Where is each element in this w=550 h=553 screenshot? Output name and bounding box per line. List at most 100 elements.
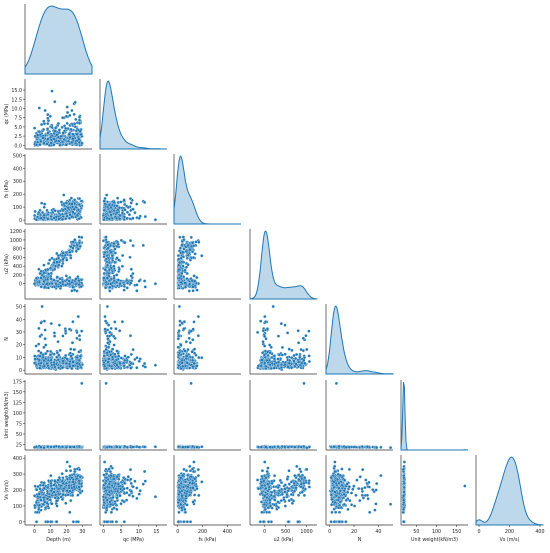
scatter-point bbox=[304, 334, 307, 337]
scatter-point bbox=[39, 354, 42, 357]
scatter-point bbox=[39, 335, 42, 338]
scatter-point bbox=[278, 353, 281, 356]
scatter-point bbox=[55, 282, 58, 285]
scatter-point bbox=[73, 446, 76, 449]
scatter-point bbox=[138, 217, 141, 220]
kde-curve bbox=[174, 156, 241, 224]
scatter-point bbox=[283, 363, 286, 366]
scatter-point bbox=[196, 289, 199, 292]
scatter-point bbox=[115, 281, 118, 284]
scatter-point bbox=[110, 251, 113, 254]
scatter-point bbox=[281, 354, 284, 357]
scatter-point bbox=[127, 206, 130, 209]
scatter-point bbox=[76, 133, 79, 136]
panel-r2-c1 bbox=[100, 154, 167, 224]
scatter-point bbox=[118, 268, 121, 271]
scatter-point bbox=[105, 194, 108, 197]
scatter-point bbox=[47, 131, 50, 134]
scatter-point bbox=[42, 264, 45, 267]
scatter-point bbox=[135, 283, 138, 286]
scatter-point bbox=[200, 254, 203, 257]
scatter-point bbox=[190, 236, 193, 239]
scatter-point bbox=[106, 243, 109, 246]
scatter-point bbox=[119, 214, 122, 217]
scatter-point bbox=[184, 269, 187, 272]
scatter-point bbox=[40, 446, 43, 449]
scatter-point bbox=[132, 208, 135, 211]
scatter-point bbox=[113, 209, 116, 212]
scatter-point bbox=[130, 274, 133, 277]
scatter-point bbox=[37, 211, 40, 214]
scatter-point bbox=[33, 355, 36, 358]
kde-curve bbox=[326, 306, 393, 374]
scatter-point bbox=[46, 278, 49, 281]
scatter-point bbox=[133, 211, 136, 214]
scatter-point bbox=[78, 334, 81, 337]
scatter-point bbox=[50, 277, 53, 280]
scatter-point bbox=[186, 257, 189, 260]
scatter-point bbox=[123, 285, 126, 288]
scatter-point bbox=[71, 364, 74, 367]
scatter-point bbox=[182, 265, 185, 268]
scatter-point bbox=[50, 445, 53, 448]
scatter-point bbox=[132, 244, 135, 247]
scatter-point bbox=[302, 337, 305, 340]
scatter-point bbox=[126, 217, 129, 220]
panel-r3-c2 bbox=[174, 229, 241, 299]
scatter-point bbox=[115, 350, 118, 353]
scatter-point bbox=[191, 241, 194, 244]
scatter-point bbox=[187, 244, 190, 247]
scatter-point bbox=[123, 215, 126, 218]
scatter-point bbox=[33, 362, 36, 365]
scatter-point bbox=[181, 365, 184, 368]
panel-r1-c1 bbox=[100, 79, 167, 149]
scatter-point bbox=[61, 335, 64, 338]
scatter-point bbox=[108, 286, 111, 289]
scatter-point bbox=[60, 135, 63, 138]
scatter-point bbox=[123, 359, 126, 362]
scatter-point bbox=[293, 360, 296, 363]
scatter-point bbox=[191, 359, 194, 362]
scatter-point bbox=[144, 215, 147, 218]
scatter-point bbox=[57, 354, 60, 357]
scatter-point bbox=[64, 284, 67, 287]
scatter-point bbox=[108, 268, 111, 271]
scatter-point bbox=[298, 356, 301, 359]
scatter-point bbox=[38, 281, 41, 284]
scatter-point bbox=[191, 356, 194, 359]
scatter-point bbox=[154, 282, 157, 285]
scatter-point bbox=[106, 277, 109, 280]
scatter-point bbox=[263, 315, 266, 318]
scatter-point bbox=[192, 256, 195, 259]
scatter-point bbox=[69, 446, 72, 449]
scatter-point bbox=[39, 143, 42, 146]
scatter-point bbox=[193, 274, 196, 277]
scatter-point bbox=[57, 218, 60, 221]
scatter-point bbox=[106, 254, 109, 257]
scatter-point bbox=[80, 200, 83, 203]
scatter-point bbox=[68, 133, 71, 136]
scatter-point bbox=[106, 305, 109, 308]
scatter-point bbox=[71, 341, 74, 344]
scatter-point bbox=[58, 324, 61, 327]
scatter-point bbox=[126, 211, 129, 214]
scatter-point bbox=[78, 359, 81, 362]
scatter-point bbox=[77, 138, 80, 141]
scatter-point bbox=[62, 194, 65, 197]
scatter-point bbox=[70, 203, 73, 206]
scatter-point bbox=[177, 258, 180, 261]
scatter-point bbox=[66, 106, 69, 109]
scatter-point bbox=[103, 272, 106, 275]
scatter-point bbox=[123, 203, 126, 206]
scatter-point bbox=[138, 280, 141, 283]
scatter-point bbox=[76, 362, 79, 365]
scatter-point bbox=[305, 348, 308, 351]
scatter-point bbox=[125, 279, 128, 282]
scatter-point bbox=[300, 362, 303, 365]
scatter-point bbox=[113, 353, 116, 356]
scatter-point bbox=[143, 362, 146, 365]
scatter-point bbox=[66, 357, 69, 360]
scatter-point bbox=[57, 445, 60, 448]
scatter-point bbox=[71, 137, 74, 140]
scatter-point bbox=[191, 250, 194, 253]
